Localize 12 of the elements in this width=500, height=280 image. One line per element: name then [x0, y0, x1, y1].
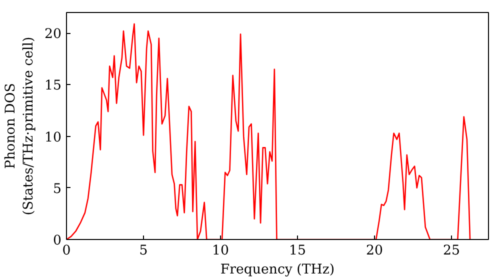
y-axis-title: Phonon DOS (States/THz·primitive cell) [4, 36, 37, 216]
y-tick-label: 15 [44, 78, 62, 94]
y-tick-label: 0 [53, 234, 62, 248]
y-tick-label: 10 [44, 130, 62, 146]
x-tick-label: 25 [443, 244, 460, 258]
x-tick-label: 5 [139, 244, 148, 258]
y-tick-label: 5 [53, 182, 62, 197]
x-tick-label: 15 [289, 244, 306, 258]
x-tick-label: 20 [366, 244, 384, 258]
x-tick-label: 10 [212, 244, 230, 258]
y-tick-label: 20 [44, 27, 62, 42]
x-axis-title: Frequency (THz) [220, 262, 335, 278]
